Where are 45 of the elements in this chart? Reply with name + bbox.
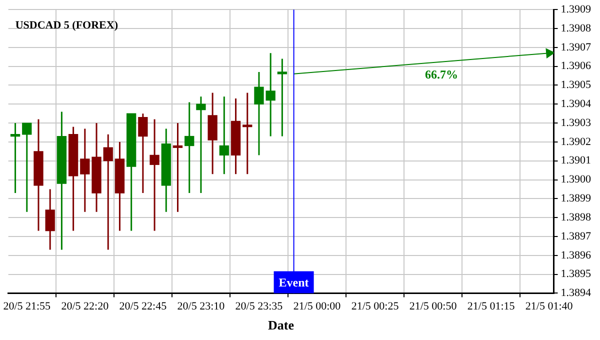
series-label: 66.7% — [424, 68, 458, 82]
x-tick-label: 21/5 00:25 — [351, 300, 400, 313]
candlestick — [138, 112, 148, 194]
candlestick — [196, 96, 206, 194]
y-tick-label: 1.3904 — [560, 98, 592, 110]
candlestick — [103, 134, 113, 250]
candlestick — [219, 96, 229, 175]
y-tick-label: 1.3901 — [560, 154, 591, 167]
y-tick-label: 1.3903 — [560, 116, 592, 129]
y-tick-label: 1.3902 — [560, 136, 591, 148]
candlestick — [172, 122, 183, 213]
candlestick — [277, 58, 288, 138]
x-tick-label: 21/5 00:50 — [409, 300, 458, 313]
candlestick — [45, 188, 55, 250]
y-tick-label: 1.3906 — [560, 60, 592, 72]
y-tick-label: 1.3898 — [560, 211, 592, 224]
x-tick-label: 20/5 22:45 — [119, 300, 168, 313]
y-tick-label: 1.3907 — [560, 41, 592, 54]
candlestick — [266, 52, 276, 138]
x-tick-label: 21/5 01:15 — [467, 300, 516, 313]
candlestick — [22, 122, 32, 213]
candlestick — [10, 122, 20, 194]
y-tick-label: 1.3897 — [560, 230, 592, 242]
x-tick-label: 20/5 21:55 — [3, 300, 52, 313]
x-axis-title: Date — [268, 318, 294, 333]
candlestick — [80, 128, 90, 213]
y-tick-label: 1.3896 — [560, 249, 592, 262]
y-tick-label: 1.3899 — [560, 192, 592, 205]
candlestick — [254, 71, 264, 156]
y-tick-label: 1.3894 — [560, 287, 592, 300]
candlestick — [184, 101, 194, 194]
y-tick-label: 1.3900 — [560, 174, 592, 186]
ref-line-label: Event — [278, 275, 309, 290]
candlestick — [150, 118, 160, 232]
y-tick-label: 1.3908 — [560, 22, 592, 34]
text: USDCAD 5 (FOREX) — [15, 19, 118, 32]
candlestick — [242, 92, 252, 175]
x-tick-label: 20/5 23:35 — [235, 300, 284, 313]
x-tick-label: 21/5 01:40 — [525, 300, 574, 313]
y-tick-label: 1.3909 — [560, 3, 592, 16]
x-tick-label: 20/5 23:10 — [177, 300, 226, 313]
x-tick-label: 21/5 00:00 — [293, 300, 342, 313]
y-tick-label: 1.3905 — [560, 79, 592, 92]
x-tick-label: 20/5 22:20 — [61, 300, 110, 313]
y-tick-label: 1.3895 — [560, 268, 592, 280]
